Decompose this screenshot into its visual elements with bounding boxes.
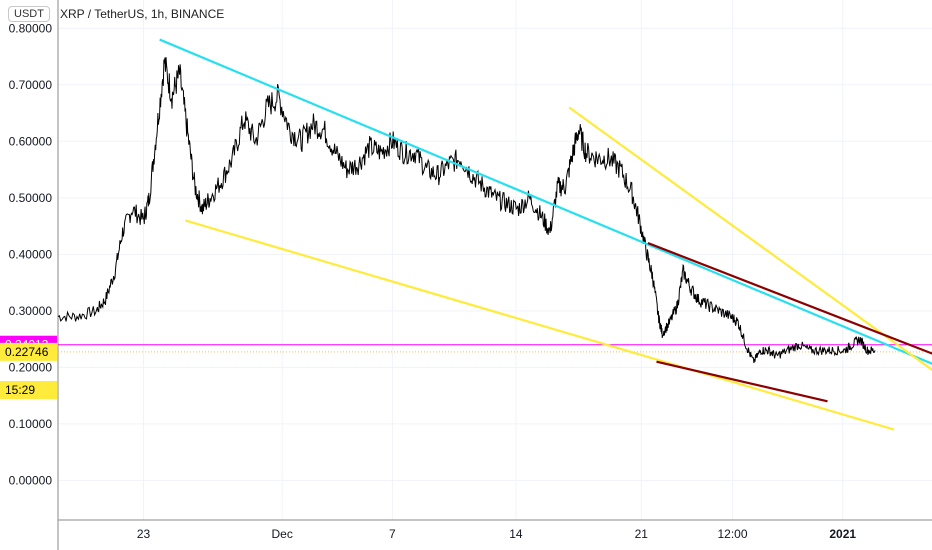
trendline	[647, 242, 932, 355]
chart-header: USDT XRP / TetherUS, 1h, BINANCE	[8, 6, 224, 22]
y-tick-label: 0.80000	[9, 21, 53, 35]
x-tick-label: 21	[635, 527, 649, 541]
x-tick-label: 7	[389, 527, 396, 541]
trendline	[184, 219, 895, 431]
price-label: 0.22746	[0, 342, 57, 361]
chart-title: XRP / TetherUS, 1h, BINANCE	[59, 7, 225, 21]
x-tick-label: 2021	[829, 527, 856, 541]
price-label-text: 0.22746	[5, 345, 49, 359]
x-tick-label: 14	[509, 527, 523, 541]
y-tick-label: 0.20000	[9, 360, 53, 374]
currency-selector[interactable]: USDT	[8, 6, 50, 22]
x-tick-label: 23	[137, 527, 151, 541]
price-series-line	[57, 57, 876, 364]
trendline	[656, 360, 828, 403]
price-label-bg	[0, 381, 57, 399]
x-tick-label: 12:00	[717, 527, 747, 541]
y-tick-label: 0.00000	[9, 473, 53, 487]
y-tick-label: 0.40000	[9, 247, 53, 261]
price-label: 15:29	[0, 381, 57, 399]
y-tick-label: 0.10000	[9, 417, 53, 431]
y-tick-label: 0.60000	[9, 134, 53, 148]
trendline	[568, 106, 932, 372]
price-label-bg	[0, 342, 57, 361]
x-tick-label: Dec	[272, 527, 293, 541]
y-tick-label: 0.70000	[9, 78, 53, 92]
y-tick-label: 0.30000	[9, 304, 53, 318]
y-tick-label: 0.50000	[9, 191, 53, 205]
price-label-text: 15:29	[5, 383, 35, 397]
trendline	[159, 38, 932, 365]
